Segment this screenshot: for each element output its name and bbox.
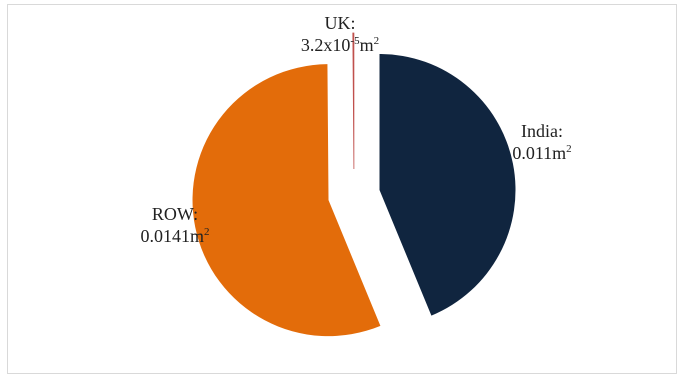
india-label-value: 0.011 <box>512 143 553 163</box>
row-label-name: ROW <box>151 204 194 224</box>
uk-label-value: 3.2x <box>300 35 333 55</box>
india-label-unit-exp: 2 <box>566 143 572 155</box>
uk-label-unit-exp: 2 <box>373 35 380 47</box>
row-label-unit-exp: 2 <box>204 226 210 238</box>
uk-label-base: 10 <box>332 35 351 55</box>
row-label-value: 0.0141 <box>140 226 190 246</box>
row-label-unit: m <box>189 226 204 246</box>
india-label-unit: m <box>552 143 567 163</box>
uk-label-name: UK <box>324 13 351 33</box>
row-data-label: ROW: 0.0141m2 <box>140 204 210 246</box>
uk-data-label: UK: 3.2x10-5m2 <box>300 13 380 55</box>
pie-slice-india <box>379 53 516 316</box>
uk-label-exp: -5 <box>350 35 360 47</box>
uk-label-unit: m <box>359 35 374 55</box>
pie-slice-row <box>192 64 381 337</box>
pie-slice-uk <box>352 32 355 170</box>
india-label-name: India <box>521 121 558 141</box>
india-data-label: India: 0.011m2 <box>512 121 572 163</box>
